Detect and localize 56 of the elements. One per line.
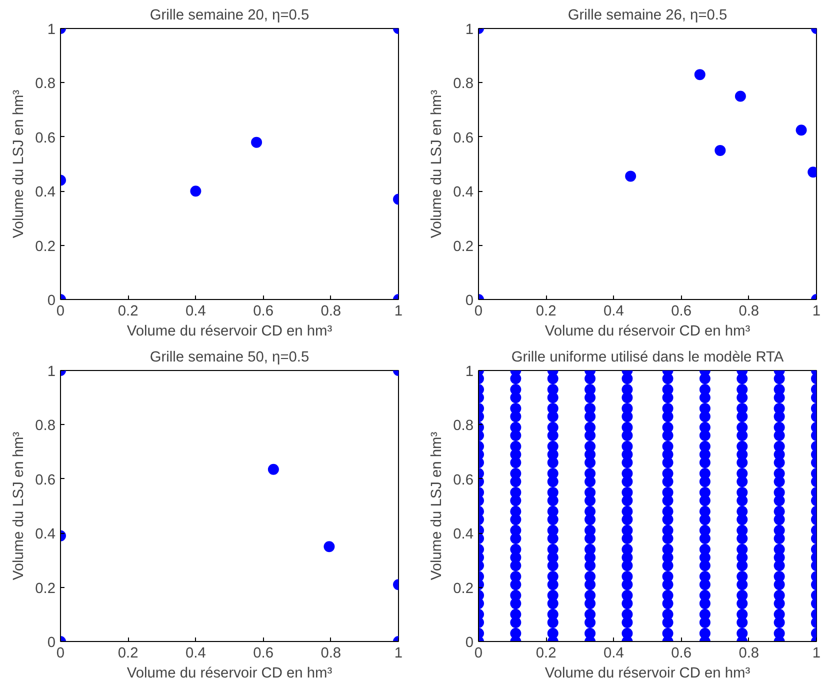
- x-axis-title: Volume du réservoir CD en hm³: [126, 324, 332, 340]
- y-tick-label: 0.6: [35, 472, 56, 488]
- y-axis-title: Volume du LSJ en hm³: [11, 432, 28, 580]
- y-tick-label: 0.4: [35, 184, 56, 201]
- x-tick-label: 0.6: [253, 646, 274, 662]
- x-tick-label: 0.8: [738, 646, 760, 662]
- x-tick-label: 0.4: [186, 304, 206, 320]
- y-tick-label: 0: [47, 635, 56, 651]
- y-tick-label: 0.6: [35, 130, 56, 146]
- x-tick-label: 1: [812, 304, 821, 320]
- x-tick-label: 0.4: [604, 304, 624, 320]
- x-tick-label: 1: [394, 304, 403, 320]
- y-tick-label: 0.2: [35, 580, 56, 597]
- y-tick-label: 0: [465, 635, 474, 651]
- x-tick-label: 0.6: [671, 304, 692, 320]
- y-tick-label: 0: [465, 293, 474, 309]
- x-tick-label: 0.2: [118, 646, 138, 662]
- x-tick-label: 0.2: [536, 646, 556, 662]
- y-tick-label: 0.8: [453, 418, 474, 434]
- y-tick-label: 0.2: [453, 580, 474, 597]
- x-axis-title: Volume du réservoir CD en hm³: [544, 666, 750, 682]
- x-tick-label: 0.4: [186, 646, 206, 662]
- y-tick-label: 0.2: [35, 238, 56, 255]
- y-tick-label: 0.8: [35, 418, 56, 434]
- x-tick-label: 0.6: [671, 646, 692, 662]
- y-tick-label: 0.4: [35, 526, 56, 543]
- chart-title: Grille semaine 50, η=0.5: [150, 350, 310, 366]
- y-tick-label: 1: [465, 364, 474, 380]
- y-axis-title: Volume du LSJ en hm³: [429, 432, 446, 580]
- y-tick-label: 0.4: [453, 184, 474, 201]
- y-tick-label: 1: [465, 22, 474, 38]
- y-tick-label: 1: [47, 22, 56, 38]
- chart-title: Grille uniforme utilisé dans le modèle RTA: [511, 350, 784, 366]
- y-tick-label: 0.8: [35, 76, 56, 92]
- x-tick-label: 1: [812, 646, 821, 662]
- y-axis-title: Volume du LSJ en hm³: [429, 90, 446, 238]
- y-tick-label: 0.6: [453, 130, 474, 146]
- x-tick-label: 0.2: [536, 304, 556, 320]
- x-tick-label: 1: [394, 646, 403, 662]
- x-tick-label: 0.8: [738, 304, 760, 320]
- x-tick-label: 0.2: [118, 304, 138, 320]
- y-tick-label: 0: [47, 293, 56, 309]
- y-tick-label: 0.4: [453, 526, 474, 543]
- x-axis-title: Volume du réservoir CD en hm³: [126, 666, 332, 682]
- y-axis-title: Volume du LSJ en hm³: [11, 90, 28, 238]
- x-tick-label: 0.4: [604, 646, 624, 662]
- x-tick-label: 0.8: [320, 646, 342, 662]
- y-tick-label: 0.2: [453, 238, 474, 255]
- y-tick-label: 0.6: [453, 472, 474, 488]
- x-tick-label: 0.8: [320, 304, 342, 320]
- chart-title: Grille semaine 20, η=0.5: [150, 8, 310, 24]
- y-tick-label: 0.8: [453, 76, 474, 92]
- x-tick-label: 0.6: [253, 304, 274, 320]
- chart-title: Grille semaine 26, η=0.5: [568, 8, 728, 24]
- y-tick-label: 1: [47, 364, 56, 380]
- x-axis-title: Volume du réservoir CD en hm³: [544, 324, 750, 340]
